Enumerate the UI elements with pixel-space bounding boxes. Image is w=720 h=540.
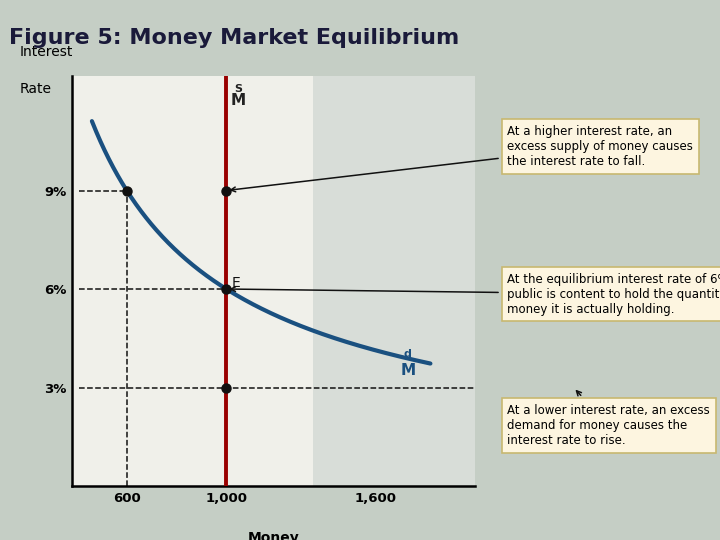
Text: At a higher interest rate, an
excess supply of money causes
the interest rate to: At a higher interest rate, an excess sup… <box>231 125 693 192</box>
Text: E: E <box>232 276 240 291</box>
Text: Interest: Interest <box>19 45 73 59</box>
Text: S: S <box>234 84 242 94</box>
Text: At the equilibrium interest rate of 6%, the
public is content to hold the quanti: At the equilibrium interest rate of 6%, … <box>231 273 720 315</box>
Text: At a lower interest rate, an excess
demand for money causes the
interest rate to: At a lower interest rate, an excess dema… <box>508 391 710 447</box>
Bar <box>313 76 475 486</box>
Text: M: M <box>231 93 246 108</box>
Text: Rate: Rate <box>19 82 52 96</box>
Text: Money: Money <box>248 531 300 540</box>
Text: M: M <box>400 363 415 378</box>
Text: Figure 5: Money Market Equilibrium: Figure 5: Money Market Equilibrium <box>9 28 459 48</box>
Text: d: d <box>403 349 411 359</box>
